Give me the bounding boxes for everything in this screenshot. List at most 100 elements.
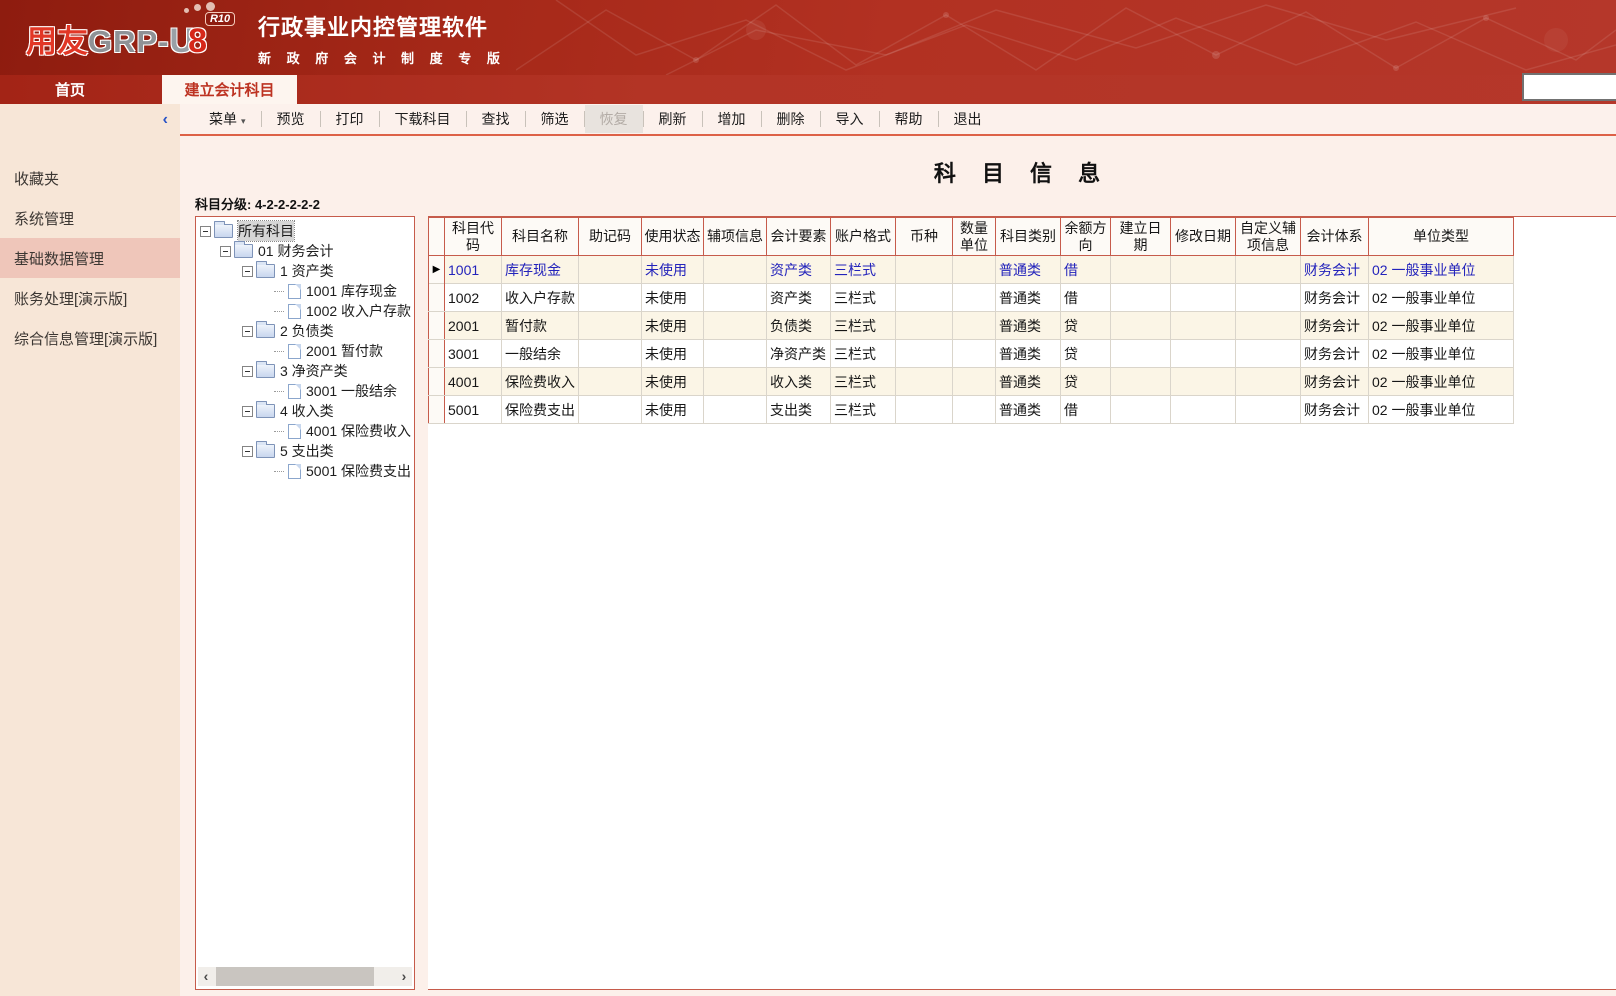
table-cell[interactable]: 02 一般事业单位 [1368,311,1514,340]
table-row[interactable]: 5001 保险费支出 未使用 支出类 三栏式 普通类借 财务会计 02 一般事业单位 [428,395,1514,424]
scrollbar-thumb[interactable] [216,967,375,986]
table-cell[interactable]: 3001 [444,339,502,368]
table-cell[interactable]: 借 [1060,395,1111,424]
toolbar-button-import[interactable]: 导入 [821,105,879,133]
table-cell[interactable]: 5001 [444,395,502,424]
tree-node[interactable]: 2 负债类 [196,321,414,341]
table-cell[interactable]: 财务会计 [1300,311,1369,340]
table-cell[interactable]: 4001 [444,367,502,396]
table-cell[interactable] [578,311,642,340]
table-cell[interactable]: 未使用 [641,283,704,312]
table-cell[interactable] [1170,255,1236,284]
table-cell[interactable]: 普通类 [995,283,1061,312]
tree-node[interactable]: 1 资产类 [196,261,414,281]
table-row[interactable]: 2001 暂付款 未使用 负债类 三栏式 普通类贷 财务会计 02 一般事业单位 [428,311,1514,340]
table-cell[interactable]: 02 一般事业单位 [1368,395,1514,424]
top-right-input[interactable] [1522,73,1616,101]
column-header[interactable]: 使用状态 [641,217,704,256]
scrollbar-track[interactable] [214,967,396,986]
table-cell[interactable] [1170,311,1236,340]
column-header[interactable]: 建立日期 [1110,217,1171,256]
table-cell[interactable]: 2001 [444,311,502,340]
table-cell[interactable] [703,255,767,284]
table-cell[interactable] [1170,395,1236,424]
tree-node[interactable]: 3 净资产类 [196,361,414,381]
tree-node[interactable]: 3001 一般结余 [196,381,414,401]
table-cell[interactable]: 财务会计 [1300,339,1369,368]
table-cell[interactable] [1170,283,1236,312]
tree-node[interactable]: 所有科目 [196,220,414,242]
toolbar-button-find[interactable]: 查找 [467,105,525,133]
table-cell[interactable]: 02 一般事业单位 [1368,255,1514,284]
table-cell[interactable]: 收入户存款 [501,283,579,312]
tree-node[interactable]: 01 财务会计 [196,241,414,261]
table-cell[interactable] [1235,395,1301,424]
tree-node[interactable]: 4 收入类 [196,401,414,421]
table-cell[interactable]: 普通类 [995,255,1061,284]
sidebar-item-system-management[interactable]: 系统管理 [14,210,75,228]
column-header[interactable]: 账户格式 [830,217,896,256]
tree-collapse-expander-icon[interactable] [220,245,231,257]
table-cell[interactable] [1235,283,1301,312]
tree-node[interactable]: 1001 库存现金 [196,281,414,301]
table-cell[interactable]: 财务会计 [1300,283,1369,312]
toolbar-button-download-subjects[interactable]: 下载科目 [380,105,466,133]
sidebar-item-comprehensive-info-management[interactable]: 综合信息管理[演示版] [14,330,158,348]
current-row-indicator[interactable]: ▶ [428,255,445,284]
table-row[interactable]: 1002 收入户存款 未使用 资产类 三栏式 普通类借 财务会计 02 一般事业单位 [428,283,1514,312]
table-cell[interactable] [1235,339,1301,368]
sidebar-collapse-icon[interactable]: ‹ [162,111,168,128]
table-cell[interactable] [703,311,767,340]
scroll-left-icon[interactable]: ‹ [203,968,209,984]
row-header-cell[interactable] [428,283,445,312]
table-cell[interactable]: 一般结余 [501,339,579,368]
tree-node[interactable]: 2001 暂付款 [196,341,414,361]
column-header[interactable]: 余额方向 [1060,217,1111,256]
table-cell[interactable]: 未使用 [641,339,704,368]
tree-node[interactable]: 5001 保险费支出 [196,461,414,481]
column-header[interactable]: 会计要素 [766,217,831,256]
table-cell[interactable]: 未使用 [641,395,704,424]
table-cell[interactable] [895,255,953,284]
sidebar-item-basic-data-management[interactable]: 基础数据管理 [0,238,180,278]
table-cell[interactable]: 借 [1060,255,1111,284]
table-cell[interactable]: 贷 [1060,339,1111,368]
toolbar-button-filter[interactable]: 筛选 [526,105,584,133]
table-cell[interactable] [1170,339,1236,368]
table-cell[interactable] [578,367,642,396]
column-header[interactable]: 科目代码 [444,217,502,256]
table-cell[interactable] [895,395,953,424]
table-cell[interactable]: 普通类 [995,395,1061,424]
table-cell[interactable] [578,339,642,368]
table-cell[interactable] [952,339,996,368]
row-header-cell[interactable] [428,311,445,340]
table-cell[interactable]: 1001 [444,255,502,284]
column-header[interactable]: 自定义辅项信息 [1235,217,1301,256]
toolbar-button-menu[interactable]: 菜单 ▾ [194,105,261,133]
table-cell[interactable]: 保险费支出 [501,395,579,424]
tree-node[interactable]: 4001 保险费收入 [196,421,414,441]
table-cell[interactable]: 02 一般事业单位 [1368,339,1514,368]
sidebar-item-favorites[interactable]: 收藏夹 [14,170,60,188]
toolbar-button-delete[interactable]: 删除 [762,105,820,133]
table-cell[interactable] [895,283,953,312]
table-cell[interactable] [1110,395,1171,424]
tree-collapse-expander-icon[interactable] [242,265,253,277]
row-header-cell[interactable] [428,395,445,424]
table-cell[interactable]: 资产类 [766,283,831,312]
table-cell[interactable] [1110,367,1171,396]
tree-horizontal-scrollbar[interactable]: ‹ › [198,967,412,986]
table-cell[interactable]: 支出类 [766,395,831,424]
column-header[interactable]: 会计体系 [1300,217,1369,256]
tree-collapse-expander-icon[interactable] [242,365,253,377]
table-cell[interactable]: 贷 [1060,311,1111,340]
table-cell[interactable]: 暂付款 [501,311,579,340]
table-cell[interactable]: 财务会计 [1300,255,1369,284]
table-cell[interactable]: 净资产类 [766,339,831,368]
table-cell[interactable] [1235,367,1301,396]
table-cell[interactable] [578,395,642,424]
sidebar-item-accounting-processing[interactable]: 账务处理[演示版] [14,290,128,308]
scroll-right-icon[interactable]: › [401,968,407,984]
toolbar-button-preview[interactable]: 预览 [262,105,320,133]
table-row[interactable]: 4001 保险费收入 未使用 收入类 三栏式 普通类贷 财务会计 02 一般事业单位 [428,367,1514,396]
